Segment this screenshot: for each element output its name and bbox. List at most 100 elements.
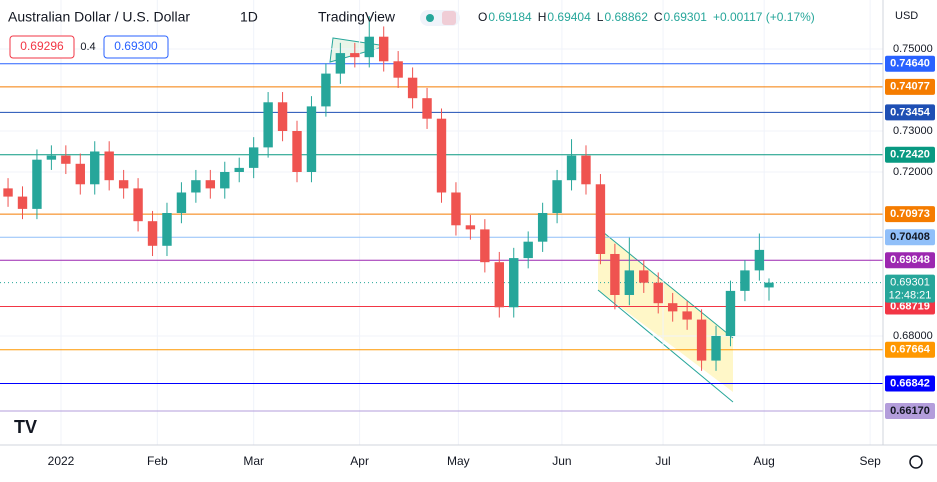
- candle-body: [566, 155, 577, 181]
- sell-box[interactable]: [9, 35, 75, 59]
- symbol: Australian Dollar / U.S. Dollar: [8, 9, 190, 25]
- candle-body: [523, 241, 533, 259]
- level-label: 0.67664: [890, 344, 931, 356]
- y-tick-label: 0.72000: [893, 166, 933, 178]
- ohlc-key: H: [538, 10, 547, 24]
- candle-body: [653, 282, 663, 304]
- y-tick-label: 0.73000: [893, 125, 933, 137]
- ohlc-key: O: [478, 10, 487, 24]
- candle-body: [75, 163, 85, 185]
- candle-layer: [3, 16, 774, 371]
- candle-body: [176, 192, 187, 213]
- candle-body: [764, 282, 774, 288]
- candle-body: [393, 61, 403, 78]
- candle-body: [234, 167, 244, 172]
- level-label: 0.69848: [890, 254, 930, 266]
- candle-body: [436, 118, 447, 193]
- candle-body: [667, 303, 678, 312]
- level-label: 0.74640: [890, 58, 930, 70]
- candle-body: [711, 335, 721, 361]
- level-label-box: [885, 229, 935, 246]
- candle-body: [162, 212, 172, 246]
- x-tick-label: Jul: [655, 454, 670, 468]
- y-tick-label: 0.75000: [893, 43, 933, 55]
- level-label-box: [885, 206, 935, 223]
- x-tick-label: Apr: [350, 454, 369, 468]
- candle-body: [191, 180, 201, 193]
- level-label: 0.66170: [890, 405, 930, 417]
- candle-body: [480, 229, 490, 263]
- countdown: 12:48:21: [889, 290, 932, 302]
- candle-body: [133, 188, 143, 222]
- level-label-box: [885, 403, 935, 420]
- level-label-box: [885, 55, 935, 72]
- candle-body: [335, 53, 346, 74]
- level-label-box: [885, 375, 935, 392]
- level-label: 0.73454: [890, 106, 931, 118]
- level-label-box: [885, 341, 935, 358]
- candle-body: [32, 159, 42, 209]
- candle-body: [465, 225, 476, 230]
- candle-body: [46, 155, 57, 160]
- candle-body: [220, 171, 230, 189]
- x-tick-label: Feb: [147, 454, 168, 468]
- last-price-label: 0.69301: [890, 277, 930, 289]
- buy-box[interactable]: [103, 35, 169, 59]
- candle-body: [537, 212, 548, 242]
- ohlc-value: 0.69404: [547, 10, 591, 24]
- x-tick-label: Jun: [552, 454, 571, 468]
- level-label-box: [885, 252, 935, 269]
- candle-body: [696, 319, 707, 361]
- level-label: 0.72420: [890, 149, 930, 161]
- level-label: 0.68719: [890, 300, 930, 312]
- ohlc-value: 0.69301: [664, 10, 708, 24]
- channel-upper: [597, 227, 734, 339]
- logo: TV: [14, 417, 37, 437]
- candle-body: [509, 258, 519, 308]
- ohlc-key: L: [597, 10, 604, 24]
- candle-body: [682, 311, 692, 320]
- candle-body: [610, 253, 620, 295]
- ohlc-key: C: [654, 10, 663, 24]
- candle-body: [147, 221, 158, 246]
- candle-body: [754, 249, 765, 271]
- source: TradingView: [318, 9, 396, 25]
- candle-body: [61, 155, 71, 164]
- ohlc-value: 0.68862: [604, 10, 648, 24]
- level-label-box: [885, 78, 935, 95]
- candle-body: [17, 196, 28, 209]
- candle-body: [277, 102, 288, 131]
- ohlc-legend: O 0.69184 H 0.69404 L 0.68862 C 0.69301: [478, 10, 707, 24]
- candle-body: [494, 262, 504, 308]
- candle-body: [407, 77, 418, 99]
- axis-layer: 0.75000 0.73000 0.72000 0.68000 2022 Feb Mar Ap…: [48, 43, 935, 468]
- candle-body: [292, 130, 302, 172]
- candle-body: [350, 53, 360, 58]
- last-price-box: [885, 274, 935, 303]
- level-label-box: [885, 104, 935, 121]
- candle-body: [364, 36, 374, 58]
- x-tick-label: May: [447, 454, 470, 468]
- candle-body: [321, 73, 331, 107]
- level-label: 0.70408: [890, 231, 930, 243]
- candle-body: [581, 155, 591, 185]
- candle-body: [639, 270, 649, 283]
- x-tick-label: Aug: [754, 454, 775, 468]
- candle-body: [263, 102, 273, 148]
- candle-body: [725, 290, 736, 336]
- candle-body: [205, 180, 216, 189]
- settings-icon[interactable]: [909, 455, 923, 469]
- market-icon: [442, 11, 456, 25]
- level-label: 0.74077: [890, 81, 930, 93]
- candle-body: [451, 192, 461, 226]
- candle-body: [422, 98, 432, 119]
- level-label: 0.66842: [890, 377, 930, 389]
- candle-body: [624, 270, 635, 295]
- candle-body: [3, 188, 13, 197]
- currency: USD: [895, 10, 918, 22]
- candle-body: [552, 180, 562, 213]
